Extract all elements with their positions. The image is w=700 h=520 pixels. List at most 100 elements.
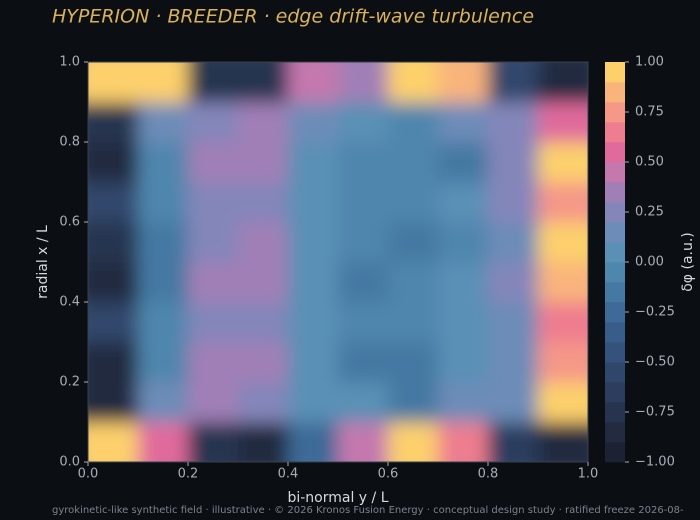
contour-cell <box>488 62 539 103</box>
contour-cell <box>238 342 289 383</box>
colorbar-segment <box>605 262 625 283</box>
contour-cell <box>438 342 489 383</box>
contour-cell <box>438 262 489 303</box>
colorbar-segment <box>605 222 625 243</box>
field <box>88 62 588 462</box>
contour-cell <box>388 302 439 343</box>
x-tick-label: 1.0 <box>578 467 599 482</box>
contour-cell <box>338 342 389 383</box>
contour-cell <box>538 422 588 462</box>
contour-cell <box>238 382 289 423</box>
contour-cell <box>488 102 539 143</box>
colorbar-segment <box>605 182 625 203</box>
contour-cell <box>488 422 539 462</box>
contour-cell <box>88 62 139 103</box>
contour-cell <box>88 182 139 223</box>
contour-cell <box>88 342 139 383</box>
x-tick-label: 0.4 <box>278 467 299 482</box>
contour-cell <box>188 382 239 423</box>
contour-cell <box>338 422 389 462</box>
contour-cell <box>338 222 389 263</box>
contour-cell <box>88 222 139 263</box>
contour-cell <box>138 342 189 383</box>
contour-cell <box>338 102 389 143</box>
colorbar-tick-label: −1.00 <box>635 455 675 470</box>
y-tick-label: 0.6 <box>59 215 80 230</box>
contour-cell <box>488 382 539 423</box>
contour-cell <box>288 182 339 223</box>
y-tick-label: 1.0 <box>59 55 80 70</box>
contour-cell <box>438 102 489 143</box>
contour-cell <box>338 302 389 343</box>
contour-cell <box>538 342 588 383</box>
contour-cell <box>188 342 239 383</box>
colorbar-segment <box>605 202 625 223</box>
x-tick-label: 0.6 <box>378 467 399 482</box>
contour-cell <box>88 262 139 303</box>
contour-cell <box>388 222 439 263</box>
contour-cell <box>538 182 588 223</box>
colorbar-segment <box>605 302 625 323</box>
colorbar-segment <box>605 322 625 343</box>
contour-cell <box>488 302 539 343</box>
contour-cell <box>238 222 289 263</box>
colorbar-segment <box>605 82 625 103</box>
contour-cell <box>438 182 489 223</box>
contour-cell <box>488 222 539 263</box>
colorbar-segment <box>605 242 625 263</box>
contour-cell <box>88 422 139 462</box>
contour-cell <box>388 102 439 143</box>
colorbar-segment <box>605 122 625 143</box>
contour-cell <box>138 422 189 462</box>
contour-cell <box>538 62 588 103</box>
y-axis-label: radial x / L <box>35 225 51 299</box>
x-tick-label: 0.8 <box>478 467 499 482</box>
chart-title: HYPERION · BREEDER · edge drift-wave tur… <box>52 6 534 28</box>
colorbar-segment <box>605 422 625 443</box>
contour-cell <box>138 102 189 143</box>
colorbar-segment <box>605 442 625 463</box>
contour-cell <box>238 302 289 343</box>
contour-cell <box>188 102 239 143</box>
colorbar-segment <box>605 362 625 383</box>
x-tick-label: 0.0 <box>78 467 99 482</box>
contour-cell <box>388 262 439 303</box>
contour-cell <box>188 182 239 223</box>
contour-cell <box>288 262 339 303</box>
colorbar-tick-label: −0.25 <box>635 305 675 320</box>
colorbar-tick-label: 0.75 <box>635 105 664 120</box>
contour-cell <box>538 262 588 303</box>
contour-cell <box>438 422 489 462</box>
axes: 0.0 0.2 0.4 0.6 0.8 1.0 0.0 0.2 0.4 0.6 0.8 1.0 −1.0… <box>59 55 675 482</box>
contour-cell <box>238 182 289 223</box>
contour-cell <box>288 382 339 423</box>
contour-cell <box>188 262 239 303</box>
contour-cell <box>188 222 239 263</box>
y-tick-label: 0.4 <box>59 295 80 310</box>
contour-cell <box>438 302 489 343</box>
contour-cell <box>488 342 539 383</box>
colorbar-segment <box>605 282 625 303</box>
y-tick-label: 0.2 <box>59 375 80 390</box>
y-tick-label: 0.8 <box>59 135 80 150</box>
contour-cell <box>138 222 189 263</box>
colorbar-segment <box>605 342 625 363</box>
colorbar-segment <box>605 102 625 123</box>
contour-cell <box>88 302 139 343</box>
contour-cell <box>438 382 489 423</box>
contour-cell <box>388 142 439 183</box>
contour-cell <box>88 142 139 183</box>
contour-cell <box>138 382 189 423</box>
colorbar-tick-label: −0.75 <box>635 405 675 420</box>
plot-frame <box>87 61 589 463</box>
contour-cell <box>238 102 289 143</box>
contour-cell <box>138 262 189 303</box>
cells <box>88 62 588 462</box>
contour-cell <box>338 382 389 423</box>
contour-cell <box>388 62 439 103</box>
contour-cell <box>188 422 239 462</box>
contour-cell <box>238 422 289 462</box>
contour-cell <box>388 182 439 223</box>
colorbar-tick-label: 0.00 <box>635 255 664 270</box>
y-tick-label: 0.0 <box>59 455 80 470</box>
